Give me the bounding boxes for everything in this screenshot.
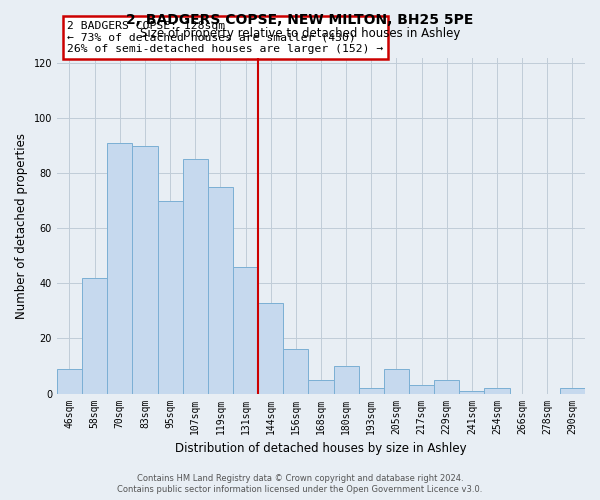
- Text: 2 BADGERS COPSE: 128sqm
← 73% of detached houses are smaller (430)
26% of semi-d: 2 BADGERS COPSE: 128sqm ← 73% of detache…: [67, 21, 384, 54]
- Bar: [233, 267, 258, 394]
- Bar: [158, 200, 182, 394]
- Bar: [484, 388, 509, 394]
- Bar: [283, 350, 308, 394]
- Bar: [82, 278, 107, 394]
- Text: Contains HM Land Registry data © Crown copyright and database right 2024.
Contai: Contains HM Land Registry data © Crown c…: [118, 474, 482, 494]
- X-axis label: Distribution of detached houses by size in Ashley: Distribution of detached houses by size …: [175, 442, 467, 455]
- Bar: [107, 143, 133, 394]
- Bar: [384, 369, 409, 394]
- Bar: [359, 388, 384, 394]
- Bar: [434, 380, 459, 394]
- Text: Size of property relative to detached houses in Ashley: Size of property relative to detached ho…: [140, 28, 460, 40]
- Bar: [334, 366, 359, 394]
- Bar: [258, 302, 283, 394]
- Bar: [182, 160, 208, 394]
- Bar: [208, 187, 233, 394]
- Bar: [57, 369, 82, 394]
- Bar: [409, 386, 434, 394]
- Bar: [308, 380, 334, 394]
- Bar: [459, 391, 484, 394]
- Y-axis label: Number of detached properties: Number of detached properties: [15, 132, 28, 318]
- Text: 2, BADGERS COPSE, NEW MILTON, BH25 5PE: 2, BADGERS COPSE, NEW MILTON, BH25 5PE: [127, 12, 473, 26]
- Bar: [560, 388, 585, 394]
- Bar: [133, 146, 158, 394]
